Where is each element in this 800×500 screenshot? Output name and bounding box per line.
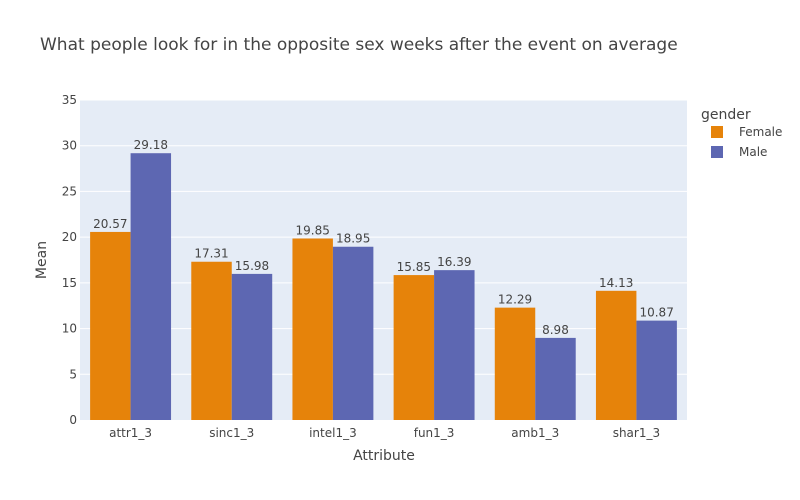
legend-title: gender <box>701 107 751 123</box>
y-axis-ticks: 0 5 10 15 20 25 30 35 <box>62 93 77 427</box>
bars <box>90 153 677 420</box>
bar-male-shar1-3[interactable] <box>636 320 677 420</box>
bar-value-label: 19.85 <box>296 224 330 238</box>
y-axis-title: Mean <box>34 241 50 279</box>
bar-value-label: 15.85 <box>397 260 431 274</box>
bar-value-label: 20.57 <box>93 217 127 231</box>
grid-lines <box>80 99 687 375</box>
bar-male-attr1-3[interactable] <box>130 153 172 420</box>
legend-swatch-female[interactable] <box>711 126 723 138</box>
bar-labels: 20.57 29.18 17.31 15.98 19.85 18.95 15.85 16.39… <box>93 138 674 337</box>
bar-value-label: 8.98 <box>542 323 569 337</box>
y-tick-label: 30 <box>62 139 77 153</box>
y-tick-label: 25 <box>62 184 77 198</box>
bar-male-fun1-3[interactable] <box>434 270 475 420</box>
bar-female-shar1-3[interactable] <box>595 290 637 420</box>
y-tick-label: 5 <box>69 367 77 381</box>
y-tick-label: 10 <box>62 322 77 336</box>
bar-female-fun1-3[interactable] <box>393 275 435 420</box>
chart-title: What people look for in the opposite sex… <box>40 35 678 55</box>
bar-male-sinc1-3[interactable] <box>231 273 273 420</box>
bar-value-label: 10.87 <box>639 306 673 320</box>
bar-value-label: 16.39 <box>437 255 471 269</box>
x-tick-label: amb1_3 <box>511 426 559 440</box>
x-axis-title: Attribute <box>353 448 415 464</box>
bar-value-label: 18.95 <box>336 232 370 246</box>
legend-item-female[interactable]: Female <box>739 125 782 139</box>
x-tick-label: intel1_3 <box>309 426 357 440</box>
x-tick-label: sinc1_3 <box>209 426 254 440</box>
legend-item-male[interactable]: Male <box>739 145 767 159</box>
bar-female-intel1-3[interactable] <box>292 238 333 420</box>
bar-value-label: 15.98 <box>235 259 269 273</box>
x-tick-label: shar1_3 <box>613 426 660 440</box>
y-tick-label: 20 <box>62 230 77 244</box>
bar-value-label: 29.18 <box>134 138 168 152</box>
x-axis-ticks: attr1_3 sinc1_3 intel1_3 fun1_3 amb1_3 shar1_… <box>109 426 660 440</box>
y-tick-label: 0 <box>69 413 77 427</box>
y-tick-label: 35 <box>62 93 77 107</box>
bar-female-amb1-3[interactable] <box>494 307 536 420</box>
bar-male-intel1-3[interactable] <box>332 246 374 420</box>
bar-female-sinc1-3[interactable] <box>191 261 232 420</box>
bar-male-amb1-3[interactable] <box>535 337 576 420</box>
bar-value-label: 12.29 <box>498 293 532 307</box>
legend: gender Female Male <box>701 107 782 159</box>
bar-female-attr1-3[interactable] <box>90 231 131 420</box>
y-tick-label: 15 <box>62 276 77 290</box>
legend-swatch-male[interactable] <box>711 146 723 158</box>
bar-value-label: 14.13 <box>599 276 633 290</box>
x-tick-label: fun1_3 <box>414 426 455 440</box>
plot-area <box>80 100 687 420</box>
x-tick-label: attr1_3 <box>109 426 152 440</box>
bar-value-label: 17.31 <box>194 247 228 261</box>
